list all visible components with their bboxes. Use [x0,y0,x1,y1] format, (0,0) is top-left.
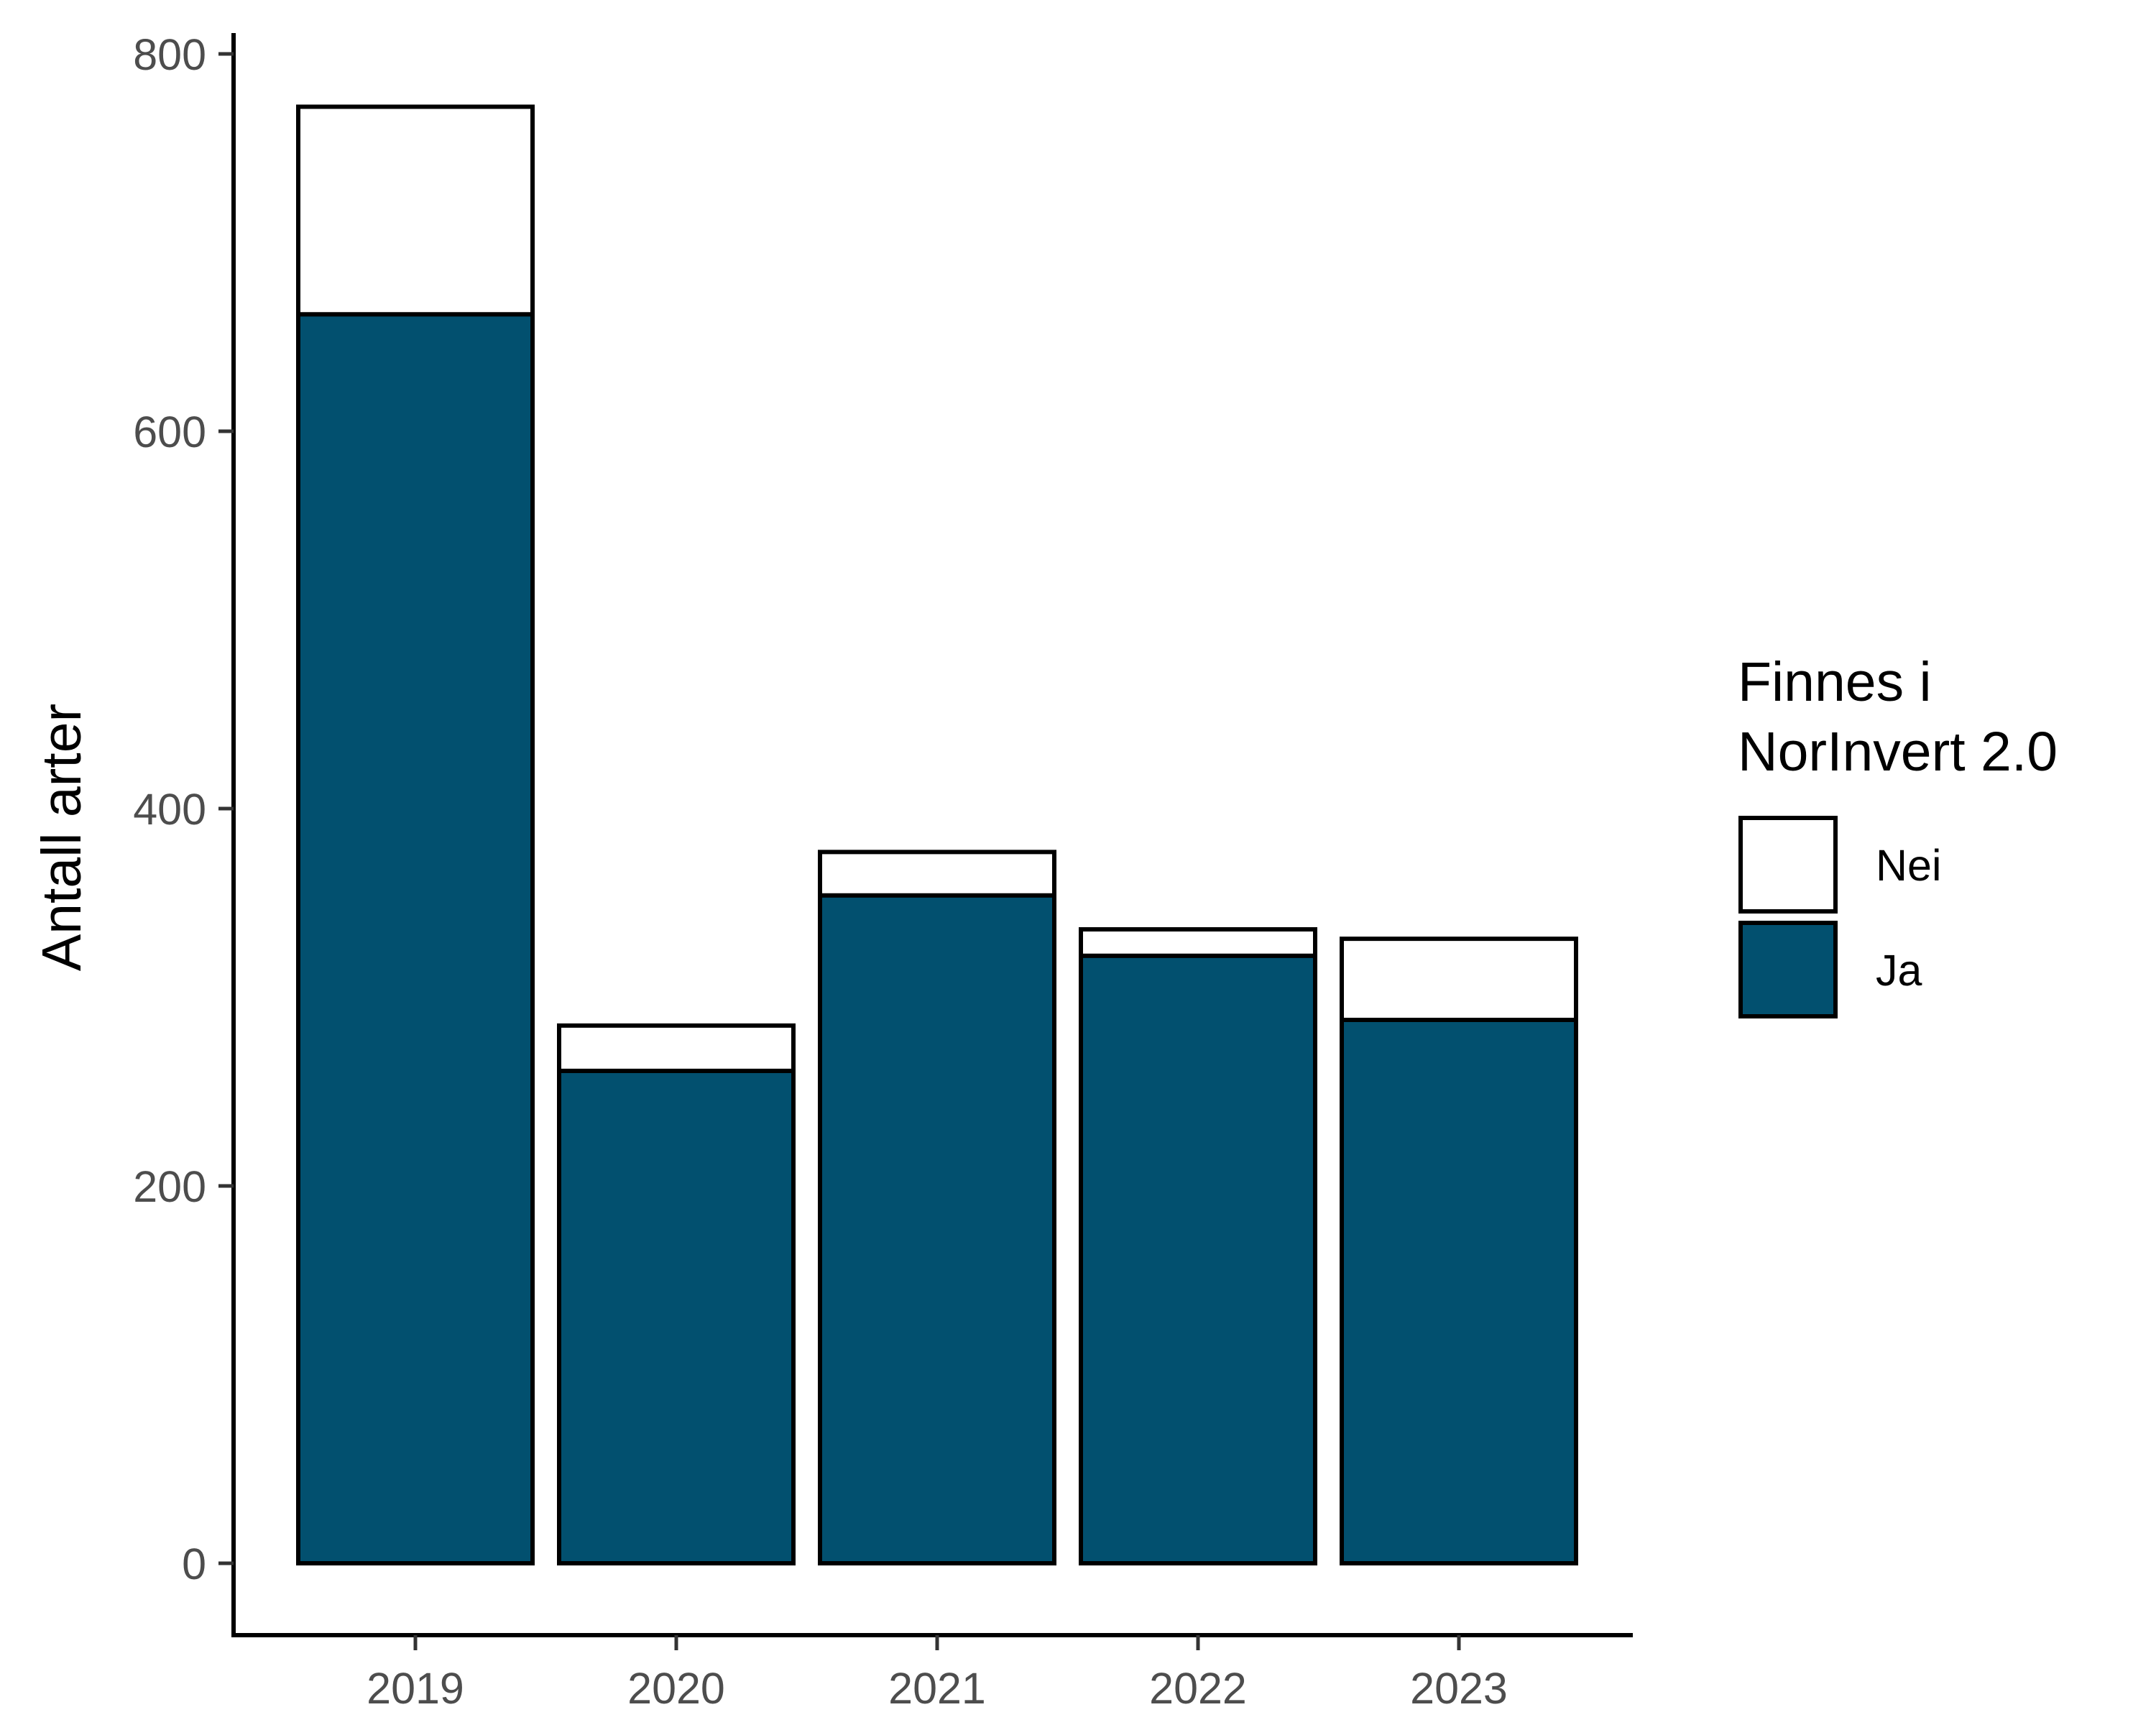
bar-2019-ja [296,312,535,1565]
x-tick-label: 2023 [1410,1664,1508,1713]
x-axis-ticks: 2019 2020 2021 2022 2023 [367,1635,1508,1713]
bar-2023-ja [1340,1018,1578,1565]
bar-2023-nei [1340,937,1578,1022]
y-axis-ticks: 0 200 400 600 800 [133,30,234,1588]
x-tick-label: 2022 [1149,1664,1247,1713]
x-tick-label: 2020 [627,1664,725,1713]
bar-2020-nei [557,1023,796,1073]
y-tick-label: 0 [182,1540,206,1588]
y-axis-title: Antall arter [31,704,93,971]
bar-2019-nei [296,104,535,317]
y-tick-label: 200 [133,1162,206,1211]
legend-key-nei [1738,816,1838,914]
legend-title-line-1: Finnes i [1738,651,1932,713]
y-tick-label: 800 [133,30,206,79]
bar-2021-ja [818,893,1056,1565]
legend: Finnes i NorInvert 2.0 Nei Ja [1738,651,2058,1018]
bar-2021-nei [818,850,1056,898]
y-tick-label: 400 [133,785,206,834]
legend-label-ja: Ja [1876,946,1922,995]
legend-title-line-2: NorInvert 2.0 [1738,721,2058,783]
bars [296,104,1578,1565]
legend-label-nei: Nei [1876,841,1942,890]
legend-entries: Nei Ja [1738,816,1942,1018]
bar-2022-ja [1079,953,1317,1565]
legend-key-ja [1738,921,1838,1018]
y-tick-label: 600 [133,408,206,456]
x-tick-label: 2019 [367,1664,464,1713]
bar-2020-ja [557,1068,796,1565]
bar-2022-nei [1079,927,1317,958]
x-tick-label: 2021 [888,1664,986,1713]
